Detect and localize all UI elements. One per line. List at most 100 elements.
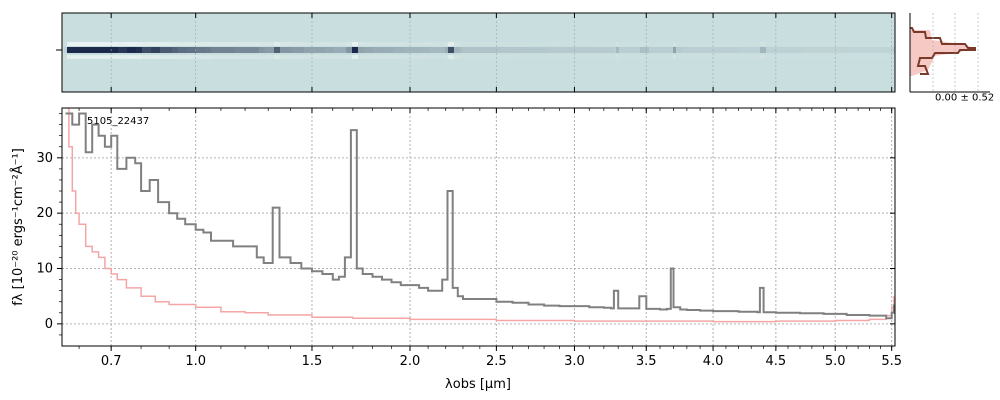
spectrum-2d-pixel xyxy=(823,47,826,53)
spectrum-2d-pixel xyxy=(190,42,193,46)
x-tick-label: 1.0 xyxy=(185,354,206,369)
object-label: 5105_22437 xyxy=(87,116,149,127)
spectrum-2d-pixel xyxy=(727,55,730,59)
spectrum-2d-pixel xyxy=(763,42,766,46)
spectrum-2d-pixel xyxy=(481,42,484,46)
spectrum-2d-pixel xyxy=(535,47,538,53)
spectrum-2d-pixel xyxy=(442,55,445,59)
spectrum-2d-pixel xyxy=(115,47,118,53)
spectrum-2d-pixel xyxy=(280,42,283,46)
spectrum-2d-pixel xyxy=(382,55,385,59)
spectrum-2d-pixel xyxy=(151,55,154,59)
spectrum-2d-pixel xyxy=(367,47,370,53)
spectrum-2d-pixel xyxy=(238,42,241,46)
spectrum-2d-pixel xyxy=(571,55,574,59)
spectrum-2d-pixel xyxy=(82,47,85,53)
spectrum-2d-pixel xyxy=(160,42,163,46)
spectrum-2d-pixel xyxy=(592,47,595,53)
plot-frame xyxy=(61,107,896,347)
spectrum-2d-pixel xyxy=(583,42,586,46)
spectrum-2d-pixel xyxy=(91,55,94,59)
spectrum-2d-pixel xyxy=(649,42,652,46)
spectrum-2d-pixel xyxy=(688,55,691,59)
spectrum-2d-pixel xyxy=(226,47,229,53)
spectrum-2d-pixel xyxy=(244,47,247,53)
spectrum-2d-pixel xyxy=(82,55,85,59)
spectrum-2d-pixel xyxy=(313,55,316,59)
spectrum-2d-pixel xyxy=(331,42,334,46)
spectrum-2d-pixel xyxy=(64,47,67,53)
spectrum-2d-pixel xyxy=(364,47,367,53)
spectrum-2d-pixel xyxy=(139,47,142,53)
spectrum-2d-pixel xyxy=(757,42,760,46)
spectrum-2d-pixel xyxy=(502,42,505,46)
spectrum-2d-pixel xyxy=(844,42,847,46)
spectrum-2d-pixel xyxy=(733,55,736,59)
spectrum-2d-pixel xyxy=(802,47,805,53)
spectrum-2d-pixel xyxy=(169,47,172,53)
spectrum-2d-pixel xyxy=(376,55,379,59)
spectrum-2d-pixel xyxy=(862,47,865,53)
spectrum-2d-pixel xyxy=(184,55,187,59)
spectrum-2d-pixel xyxy=(79,42,82,46)
spectrum-2d-pixel xyxy=(442,42,445,46)
spectrum-2d-pixel xyxy=(466,47,469,53)
x-ticks: 0.7 1.0 1.5 2.0 2.5 3.0 3.5 4.0 4.5 5.0 5.5 xyxy=(78,108,902,369)
spectrum-1d-panel: 0.7 1.0 1.5 2.0 2.5 3.0 3.5 4.0 4.5 5.0 5.5 0 10 20 3… xyxy=(10,107,902,392)
spectrum-2d-pixel xyxy=(691,55,694,59)
spectrum-2d-pixel xyxy=(430,42,433,46)
spectrum-2d-pixel xyxy=(775,47,778,53)
spectrum-2d-pixel xyxy=(736,55,739,59)
spectrum-2d-pixel xyxy=(679,55,682,59)
spectrum-2d-pixel xyxy=(352,47,355,53)
spectrum-2d-pixel xyxy=(340,47,343,53)
spectrum-2d-pixel xyxy=(490,55,493,59)
spectrum-2d-pixel xyxy=(673,55,676,59)
spectrum-2d-pixel xyxy=(634,47,637,53)
spectrum-2d-pixel xyxy=(559,47,562,53)
spectrum-2d-pixel xyxy=(226,42,229,46)
spectrum-2d-pixel xyxy=(703,47,706,53)
spectrum-2d-pixel xyxy=(607,55,610,59)
error-series xyxy=(65,108,895,323)
spectrum-2d-pixel xyxy=(733,47,736,53)
spectrum-2d-pixel xyxy=(316,55,319,59)
spectrum-2d-pixel xyxy=(271,55,274,59)
spectrum-2d-pixel xyxy=(250,42,253,46)
spectrum-2d-pixel xyxy=(568,42,571,46)
x-tick-label: 3.0 xyxy=(564,354,585,369)
spectrum-2d-pixel xyxy=(547,47,550,53)
spectrum-2d-pixel xyxy=(457,55,460,59)
spectrum-2d-pixel xyxy=(100,47,103,53)
spectrum-2d-pixel xyxy=(313,42,316,46)
spectrum-2d-pixel xyxy=(445,42,448,46)
spectrum-2d-pixel xyxy=(766,47,769,53)
spectrum-2d-pixel xyxy=(175,55,178,59)
spectrum-2d-pixel xyxy=(364,55,367,59)
spectrum-2d-pixel xyxy=(583,47,586,53)
spectrum-2d-pixel xyxy=(199,47,202,53)
spectrum-2d-pixel xyxy=(511,42,514,46)
spectrum-2d-pixel xyxy=(181,55,184,59)
spectrum-2d-pixel xyxy=(739,47,742,53)
spectrum-2d-pixel xyxy=(445,47,448,53)
spectrum-2d-pixel xyxy=(424,42,427,46)
spectrum-2d-pixel xyxy=(241,55,244,59)
spectrum-2d-pixel xyxy=(841,47,844,53)
spectrum-2d-pixel xyxy=(754,55,757,59)
spectrum-2d-pixel xyxy=(346,47,349,53)
spectrum-2d-pixel xyxy=(121,42,124,46)
spectrum-2d-pixel xyxy=(283,42,286,46)
spectrum-2d-pixel xyxy=(64,42,67,46)
spectrum-2d-pixel xyxy=(760,47,763,53)
spectrum-2d-pixel xyxy=(451,47,454,53)
spectrum-2d-pixel xyxy=(292,47,295,53)
spectrum-2d-pixel xyxy=(631,47,634,53)
spectrum-2d-pixel xyxy=(727,47,730,53)
spectrum-2d-pixel xyxy=(292,55,295,59)
spectrum-2d-pixel xyxy=(763,55,766,59)
spectrum-2d-pixel xyxy=(787,47,790,53)
spectrum-2d-pixel xyxy=(334,47,337,53)
spectrum-2d-pixel xyxy=(190,47,193,53)
spectrum-2d-pixel xyxy=(493,42,496,46)
